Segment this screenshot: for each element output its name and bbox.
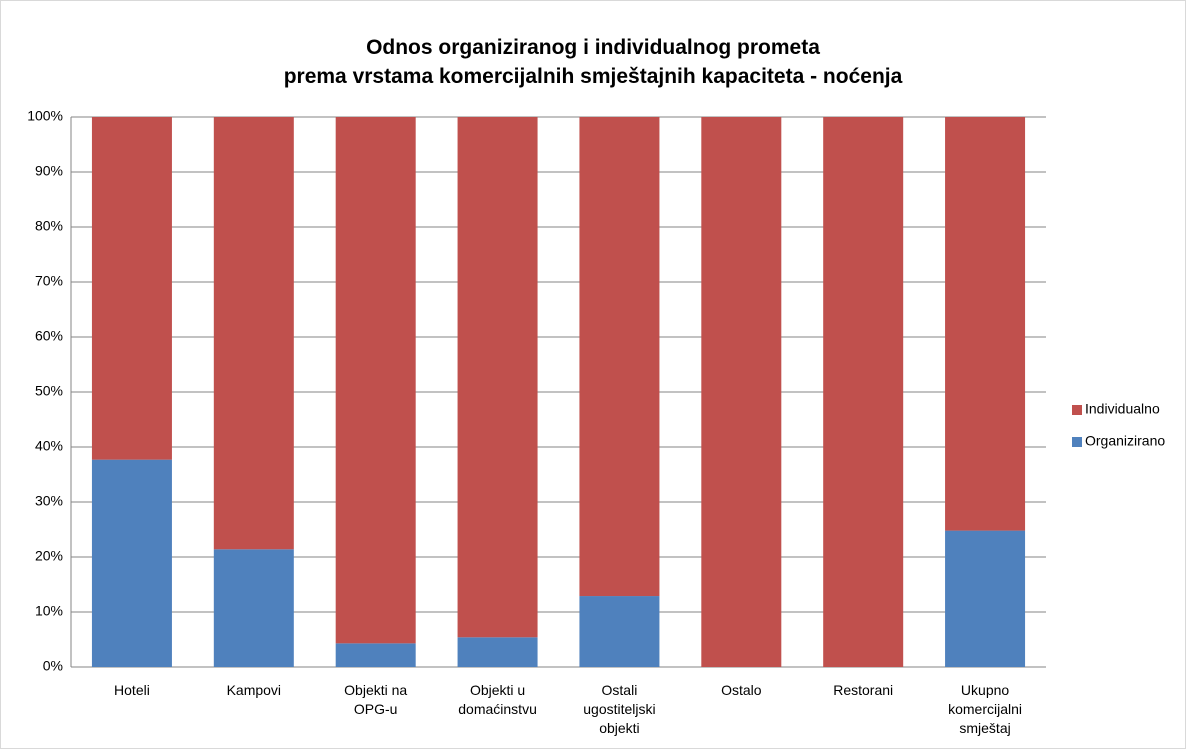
y-tick-label: 0% [43,658,63,674]
bar-segment [945,117,1026,531]
y-tick-label: 100% [27,108,63,124]
x-tick-label: Objekti u domaćinstvu [458,682,537,717]
bar-segment [213,117,294,550]
bar-segment [91,117,172,460]
bar-segment [335,117,416,644]
y-tick-label: 20% [35,548,63,564]
y-tick-label: 10% [35,603,63,619]
legend-swatch [1072,405,1082,415]
bar-segment [945,530,1026,667]
x-tick-label: Ukupno komercijalni smještaj [948,682,1023,736]
legend-swatch [1072,437,1082,447]
legend-label: Individualno [1085,401,1160,417]
bar-segment [701,117,782,667]
x-tick-label: Hoteli [114,682,150,698]
bar-segment [579,596,660,667]
x-tick-label: Ostali ugostiteljski objekti [583,682,656,736]
bar-segment [579,117,660,597]
x-tick-label: Kampovi [226,682,282,698]
bar-segment [823,117,904,667]
bar-segment [213,549,294,667]
legend-label: Organizirano [1085,433,1165,449]
y-tick-label: 60% [35,328,63,344]
y-tick-label: 80% [35,218,63,234]
y-tick-label: 50% [35,383,63,399]
chart-title: Odnos organiziranog i individualnog prom… [283,36,903,88]
bar-segment [335,643,416,667]
bar-segment [457,637,538,667]
x-tick-label: Ostalo [721,682,762,698]
x-tick-label: Restorani [833,682,894,698]
bar-segment [457,117,538,638]
x-tick-label: Objekti na OPG-u [344,682,408,717]
y-tick-label: 40% [35,438,63,454]
y-tick-label: 90% [35,163,63,179]
bar-segment [91,459,172,667]
y-tick-label: 30% [35,493,63,509]
y-tick-label: 70% [35,273,63,289]
